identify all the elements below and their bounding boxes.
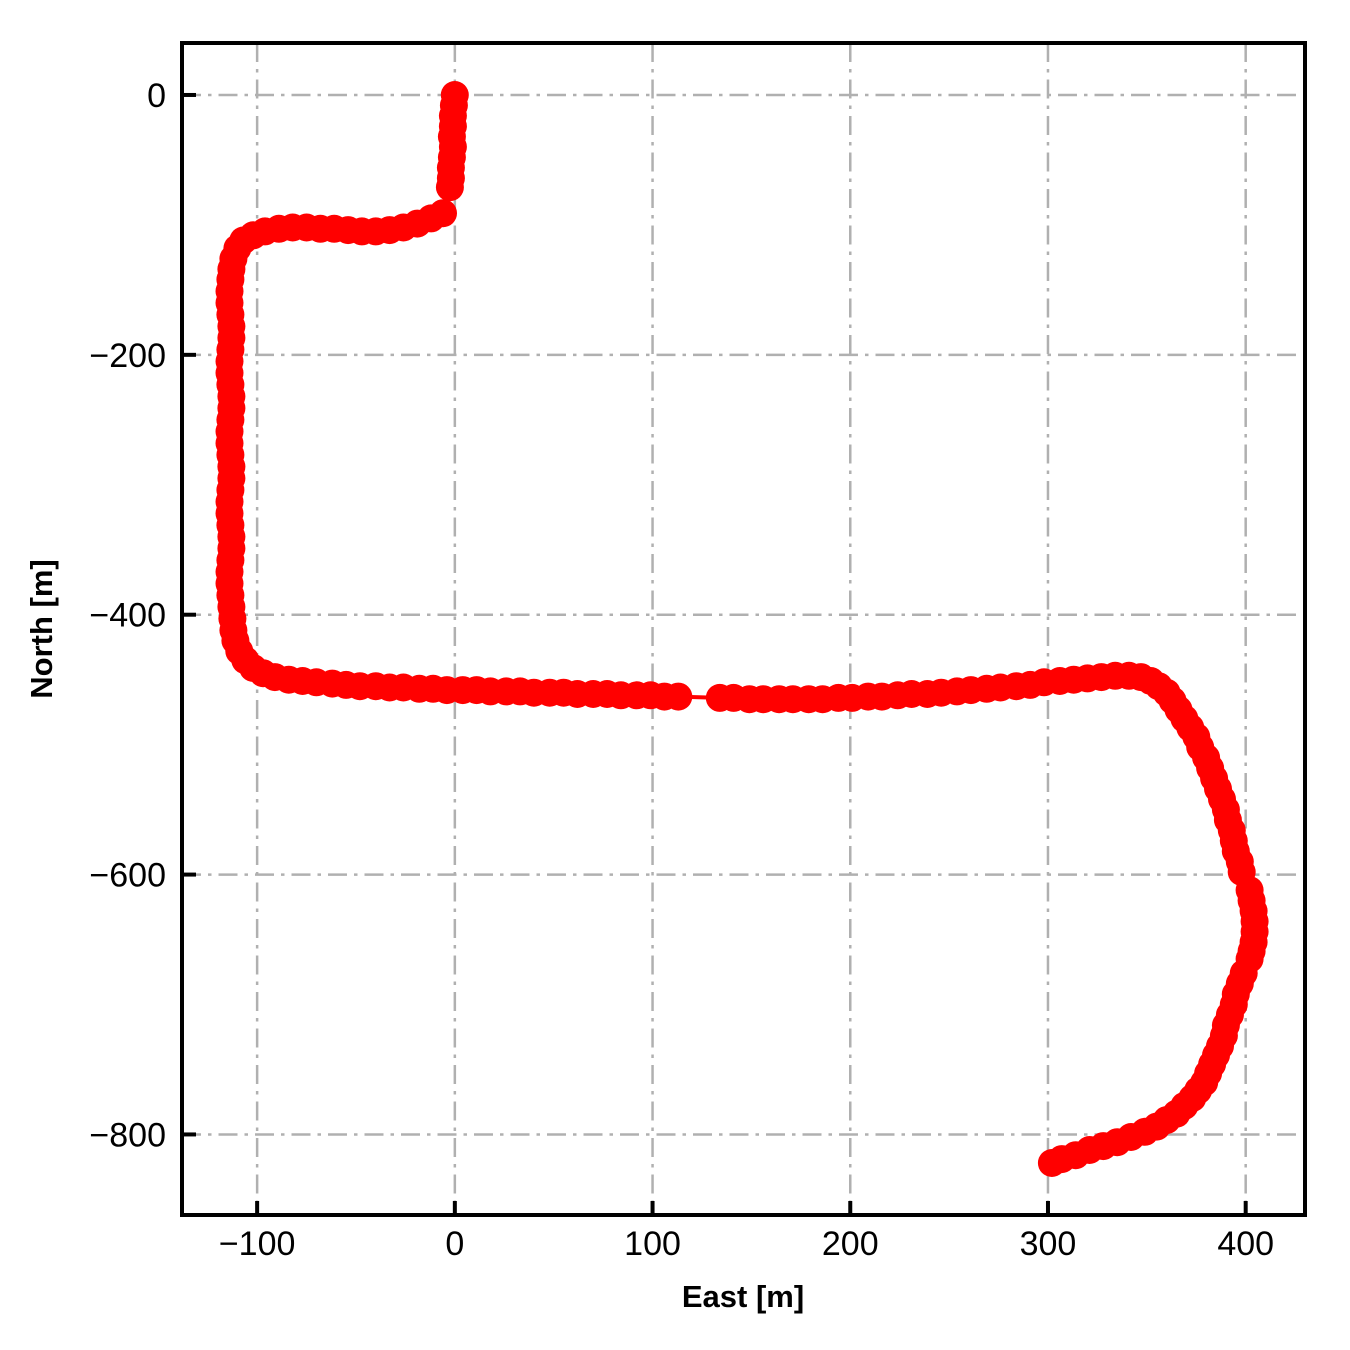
- x-tick-label: −100: [219, 1225, 296, 1263]
- y-tick-label: −800: [89, 1116, 166, 1154]
- trajectory-point: [435, 173, 464, 202]
- y-tick-label: −400: [89, 597, 166, 635]
- x-axis-label: East [m]: [682, 1279, 804, 1314]
- x-tick-label: 400: [1217, 1225, 1274, 1263]
- axis-layer: −100 0 100 200 300 400 0 −200 −400 −600 −800: [89, 41, 1307, 1263]
- trajectory-point: [664, 682, 693, 711]
- y-tick-label: 0: [147, 77, 166, 115]
- trajectory-line: [227, 93, 1257, 1165]
- y-tick-label: −600: [89, 857, 166, 895]
- y-tick-label: −200: [89, 337, 166, 375]
- trajectory-point: [1037, 1149, 1066, 1177]
- x-tick-label: 200: [822, 1225, 879, 1263]
- x-tick-label: 0: [445, 1225, 464, 1263]
- grid-layer: [182, 43, 1305, 1215]
- trajectory-series: [215, 81, 1269, 1177]
- plot-border: [180, 41, 1307, 1217]
- x-tick-label: 100: [624, 1225, 681, 1263]
- y-axis-label: North [m]: [24, 559, 59, 698]
- x-tick-label: 300: [1020, 1225, 1077, 1263]
